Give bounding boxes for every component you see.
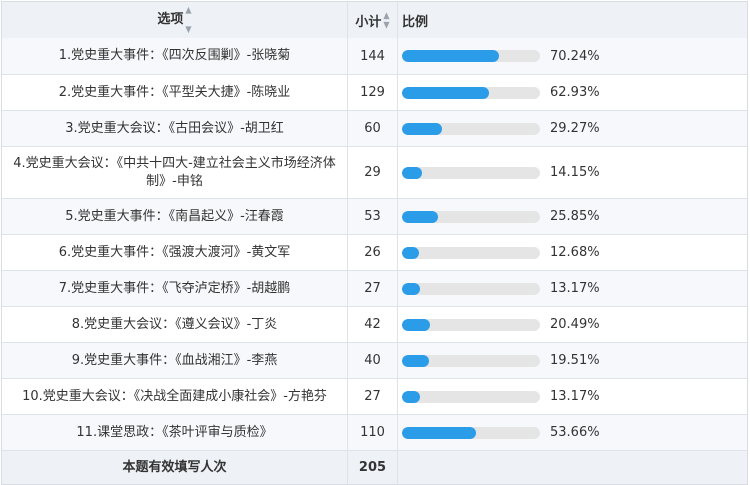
option-count: 27 (348, 271, 398, 306)
progress-bar-track (402, 426, 540, 439)
footer-count: 205 (348, 451, 398, 484)
table-row: 1.党史重大事件：《四次反围剿》-张晓菊 144 70.24% (2, 38, 747, 74)
option-percent: 20.49% (550, 317, 600, 332)
option-ratio: 62.93% (398, 75, 747, 110)
option-ratio: 25.85% (398, 199, 747, 234)
option-count: 110 (348, 415, 398, 450)
footer-empty (398, 451, 747, 484)
table-row: 6.党史重大事件：《强渡大渡河》-黄文军 26 12.68% (2, 234, 747, 270)
option-ratio: 12.68% (398, 235, 747, 270)
progress-bar-track (402, 354, 540, 367)
option-ratio: 53.66% (398, 415, 747, 450)
option-percent: 62.93% (550, 85, 600, 100)
sort-arrows-icon[interactable]: ▲ ▼ (383, 10, 390, 30)
table-row: 2.党史重大事件：《平型关大捷》-陈晓业 129 62.93% (2, 74, 747, 110)
progress-bar-fill (402, 86, 489, 99)
table-row: 7.党史重大事件：《飞夺泸定桥》-胡越鹏 27 13.17% (2, 270, 747, 306)
column-header-count[interactable]: 小计 ▲ ▼ (348, 2, 398, 38)
table-row: 5.党史重大事件：《南昌起义》-汪春霞 53 25.85% (2, 198, 747, 234)
progress-bar-fill (402, 122, 443, 135)
option-count: 26 (348, 235, 398, 270)
column-header-option[interactable]: 选项 ▲ ▼ (2, 2, 348, 38)
option-count: 40 (348, 343, 398, 378)
progress-bar-fill (402, 426, 477, 439)
option-count: 129 (348, 75, 398, 110)
option-ratio: 29.27% (398, 111, 747, 146)
option-count: 53 (348, 199, 398, 234)
progress-bar-fill (402, 246, 420, 259)
option-label: 9.党史重大事件：《血战湘江》-李燕 (2, 343, 348, 378)
table-footer: 本题有效填写人次 205 (2, 450, 747, 484)
option-label: 3.党史重大会议：《古田会议》-胡卫红 (2, 111, 348, 146)
progress-bar-fill (402, 50, 499, 62)
option-count: 60 (348, 111, 398, 146)
option-percent: 14.15% (550, 165, 600, 180)
table-header: 选项 ▲ ▼ 小计 ▲ ▼ 比例 (2, 2, 747, 38)
column-header-count-label: 小计 (355, 14, 382, 30)
table-row: 10.党史重大会议：《决战全面建成小康社会》-方艳芬 27 13.17% (2, 378, 747, 414)
option-label: 5.党史重大事件：《南昌起义》-汪春霞 (2, 199, 348, 234)
option-count: 42 (348, 307, 398, 342)
progress-bar-fill (402, 166, 422, 179)
table-row: 11.课堂思政：《茶叶评审与质检》 110 53.66% (2, 414, 747, 450)
progress-bar-track (402, 390, 540, 403)
column-header-ratio: 比例 (398, 2, 747, 38)
progress-bar-track (402, 166, 540, 179)
column-header-option-label: 选项 (157, 12, 184, 27)
option-ratio: 70.24% (398, 38, 747, 74)
option-label: 1.党史重大事件：《四次反围剿》-张晓菊 (2, 38, 348, 74)
option-percent: 13.17% (550, 281, 600, 296)
table-row: 9.党史重大事件：《血战湘江》-李燕 40 19.51% (2, 342, 747, 378)
option-percent: 53.66% (550, 425, 600, 440)
table-row: 8.党史重大会议：《遵义会议》-丁炎 42 20.49% (2, 306, 747, 342)
progress-bar-track (402, 318, 540, 331)
option-label: 6.党史重大事件：《强渡大渡河》-黄文军 (2, 235, 348, 270)
option-count: 27 (348, 379, 398, 414)
option-count: 29 (348, 147, 398, 198)
option-ratio: 20.49% (398, 307, 747, 342)
option-percent: 25.85% (550, 209, 600, 224)
option-percent: 13.17% (550, 389, 600, 404)
option-label: 2.党史重大事件：《平型关大捷》-陈晓业 (2, 75, 348, 110)
option-ratio: 13.17% (398, 379, 747, 414)
progress-bar-track (402, 122, 540, 135)
progress-bar-fill (402, 318, 431, 331)
progress-bar-fill (402, 354, 429, 367)
option-ratio: 14.15% (398, 147, 747, 198)
option-count: 144 (348, 38, 398, 74)
option-label: 8.党史重大会议：《遵义会议》-丁炎 (2, 307, 348, 342)
option-label: 11.课堂思政：《茶叶评审与质检》 (2, 415, 348, 450)
table-row: 4.党史重大会议：《中共十四大-建立社会主义市场经济体制》-申铭 29 14.15% (2, 146, 747, 198)
option-ratio: 13.17% (398, 271, 747, 306)
progress-bar-fill (402, 390, 421, 403)
footer-label: 本题有效填写人次 (2, 451, 348, 484)
progress-bar-track (402, 210, 540, 223)
progress-bar-track (402, 246, 540, 259)
option-label: 4.党史重大会议：《中共十四大-建立社会主义市场经济体制》-申铭 (2, 147, 348, 198)
progress-bar-track (402, 50, 540, 62)
progress-bar-fill (402, 210, 438, 223)
option-percent: 29.27% (550, 121, 600, 136)
table-row: 3.党史重大会议：《古田会议》-胡卫红 60 29.27% (2, 110, 747, 146)
sort-arrows-icon[interactable]: ▲ ▼ (185, 4, 192, 35)
column-header-ratio-label: 比例 (402, 14, 429, 30)
option-label: 10.党史重大会议：《决战全面建成小康社会》-方艳芬 (2, 379, 348, 414)
option-label: 7.党史重大事件：《飞夺泸定桥》-胡越鹏 (2, 271, 348, 306)
option-percent: 12.68% (550, 245, 600, 260)
progress-bar-track (402, 282, 540, 295)
option-percent: 70.24% (550, 48, 600, 64)
progress-bar-fill (402, 282, 421, 295)
option-percent: 19.51% (550, 353, 600, 368)
progress-bar-track (402, 86, 540, 99)
option-ratio: 19.51% (398, 343, 747, 378)
